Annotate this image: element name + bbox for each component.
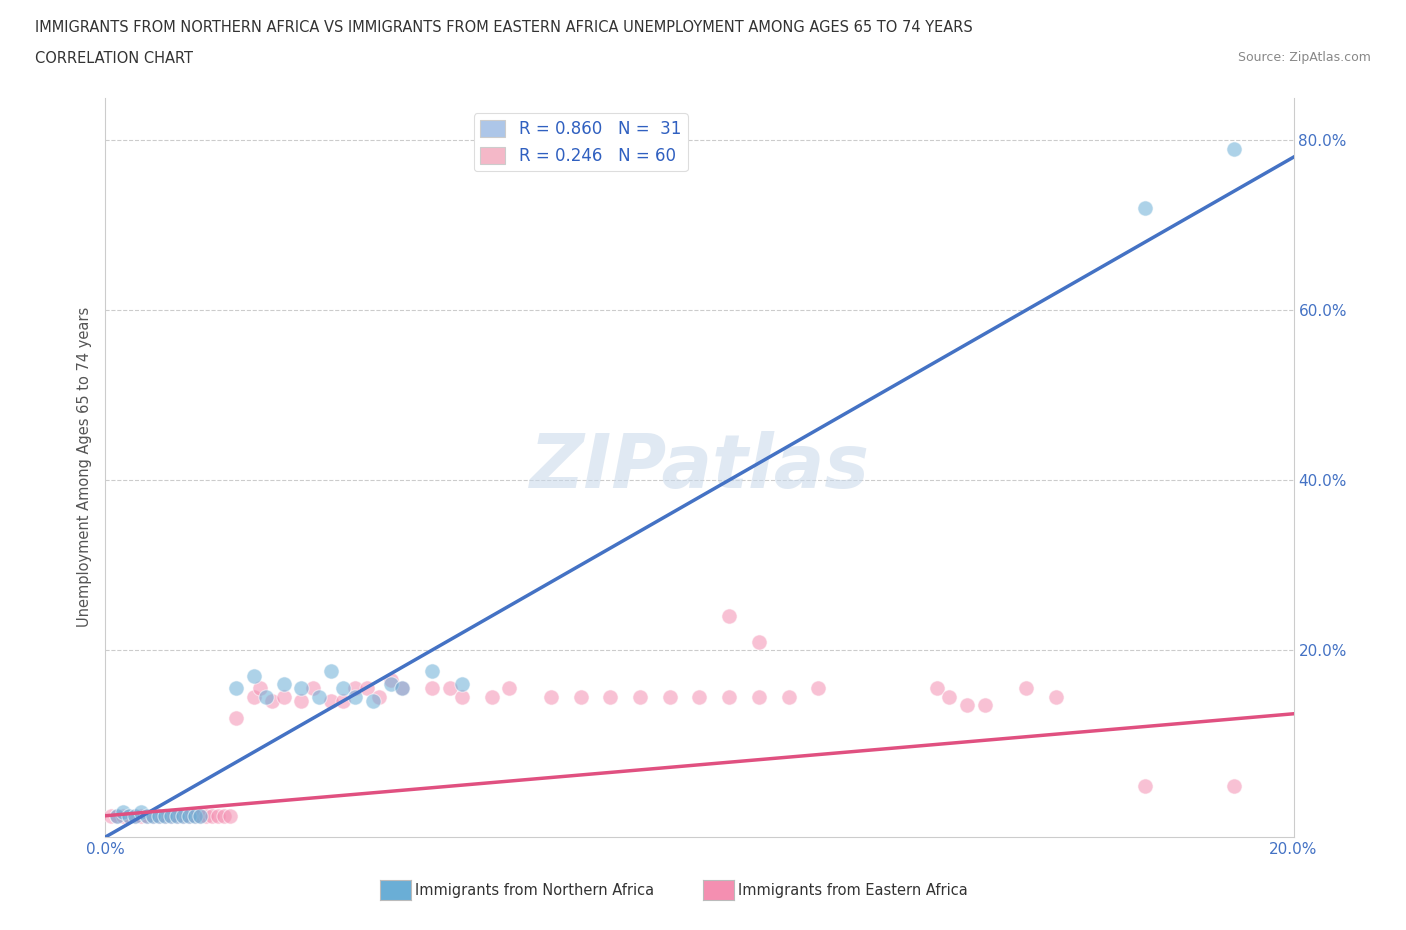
Point [956,698,979,712]
Point [177,808,200,823]
Point [136,808,159,823]
Text: Immigrants from Eastern Africa: Immigrants from Eastern Africa [738,883,967,897]
Point [290,681,312,696]
Point [748,689,770,704]
Point [195,808,218,823]
Point [243,689,266,704]
Point [569,689,592,704]
Point [1045,689,1067,704]
Point [190,808,212,823]
Text: CORRELATION CHART: CORRELATION CHART [35,51,193,66]
Point [450,689,472,704]
Point [129,804,152,819]
Point [498,681,520,696]
Text: Immigrants from Northern Africa: Immigrants from Northern Africa [415,883,654,897]
Point [1015,681,1038,696]
Point [718,608,741,623]
Point [142,808,165,823]
Point [142,808,165,823]
Point [1133,778,1156,793]
Point [243,668,266,683]
Point [332,694,354,709]
Point [361,694,384,709]
Point [1223,778,1246,793]
Point [105,808,128,823]
Point [321,694,343,709]
Point [159,808,181,823]
Point [927,681,949,696]
Point [148,808,170,823]
Text: IMMIGRANTS FROM NORTHERN AFRICA VS IMMIGRANTS FROM EASTERN AFRICA UNEMPLOYMENT A: IMMIGRANTS FROM NORTHERN AFRICA VS IMMIG… [35,20,973,35]
Point [356,681,378,696]
Point [118,808,141,823]
Point [207,808,229,823]
Point [112,808,135,823]
Point [658,689,681,704]
Point [807,681,830,696]
Point [166,808,188,823]
Point [225,681,247,696]
Point [124,808,146,823]
Point [249,681,271,696]
Point [166,808,188,823]
Point [748,634,770,649]
Point [450,677,472,692]
Point [153,808,176,823]
Point [225,711,247,725]
Point [124,808,146,823]
Point [367,689,389,704]
Point [148,808,170,823]
Point [481,689,503,704]
Point [343,681,366,696]
Point [1223,141,1246,156]
Point [343,689,366,704]
Point [391,681,413,696]
Point [308,689,330,704]
Point [118,808,141,823]
Point [420,681,443,696]
Point [321,664,343,679]
Point [201,808,224,823]
Text: ZIPatlas: ZIPatlas [530,431,869,504]
Point [778,689,800,704]
Point [391,681,413,696]
Point [177,808,200,823]
Point [938,689,960,704]
Point [439,681,461,696]
Point [718,689,741,704]
Point [273,689,295,704]
Point [689,689,711,704]
Point [172,808,194,823]
Point [380,672,402,687]
Y-axis label: Unemployment Among Ages 65 to 74 years: Unemployment Among Ages 65 to 74 years [76,307,91,628]
Point [190,808,212,823]
Point [1133,201,1156,216]
Point [183,808,205,823]
Point [540,689,562,704]
Point [183,808,205,823]
Point [973,698,995,712]
Point [273,677,295,692]
Point [302,681,325,696]
Point [136,808,159,823]
Point [219,808,242,823]
Point [628,689,651,704]
Point [100,808,122,823]
Point [159,808,181,823]
Point [290,694,312,709]
Point [260,694,283,709]
Point [172,808,194,823]
Point [105,808,128,823]
Point [380,677,402,692]
Text: Source: ZipAtlas.com: Source: ZipAtlas.com [1237,51,1371,64]
Point [129,808,152,823]
Point [112,804,135,819]
Point [599,689,621,704]
Point [332,681,354,696]
Point [214,808,236,823]
Point [254,689,277,704]
Legend: R = 0.860   N =  31, R = 0.246   N = 60: R = 0.860 N = 31, R = 0.246 N = 60 [474,113,688,171]
Point [420,664,443,679]
Point [153,808,176,823]
